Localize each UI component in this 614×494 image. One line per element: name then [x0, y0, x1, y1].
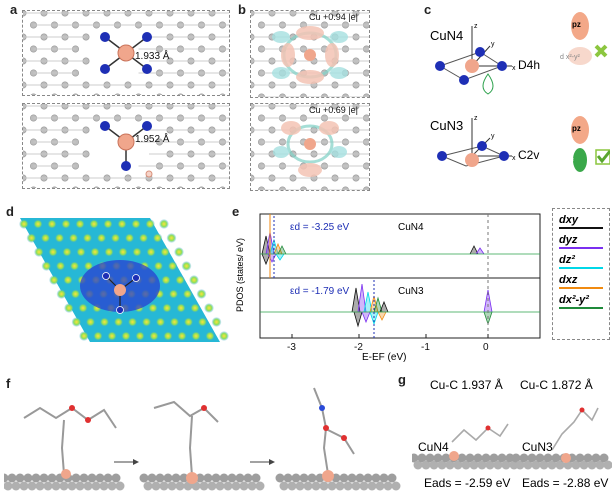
svg-text:y: y [491, 133, 495, 140]
panel-a-top-box: 1.933 Å [19, 9, 248, 101]
panel-b-bottom-charge: Cu +0.69 |e| [309, 105, 358, 115]
panel-g-left-bond: Cu-C 1.937 Å [430, 378, 503, 392]
pdos-legend: dxy dyz dz² dxz dx²-y² [552, 208, 610, 340]
panel-a-bottom-bond: 1.952 Å [135, 134, 170, 145]
panel-c-orbital-bottom: d z² [562, 158, 574, 165]
panel-c-pz-top: pz [572, 20, 581, 29]
panel-c-diagrams: z x y z x y [435, 12, 610, 172]
svg-text:y: y [491, 41, 495, 48]
panel-a-bottom-box: 1.952 Å [19, 102, 248, 194]
pdos-legend-item: dyz [559, 234, 603, 249]
panel-e-letter: e [232, 204, 240, 219]
pdos-legend-item: dxy [559, 214, 603, 229]
panel-a-bottom-lattice [19, 102, 248, 194]
pdos-bottom-center: εd = -1.79 eV [290, 286, 350, 297]
panel-g-left-system: CuN4 [418, 440, 449, 454]
panel-c-letter: c [424, 2, 432, 17]
pdos-top-center: εd = -3.25 eV [290, 222, 350, 233]
pdos-xtick: -3 [287, 342, 296, 353]
svg-text:z: z [474, 23, 478, 30]
panel-c-pz-bottom: pz [572, 124, 581, 133]
panel-c-orbital-top: d x²-y² [560, 54, 580, 61]
pdos-legend-item: dx²-y² [559, 294, 603, 309]
panel-a-letter: a [10, 2, 18, 17]
pdos-xtick: -1 [421, 342, 430, 353]
panel-b-bottom-box: Cu +0.69 |e| [247, 102, 392, 206]
panel-c-top-symmetry: D4h [518, 58, 541, 72]
pdos-legend-item: dz² [559, 254, 603, 269]
panel-g-right-system: CuN3 [522, 440, 553, 454]
panel-c-top-label: CuN4 [430, 28, 464, 43]
panel-c-bottom-symmetry: C2v [518, 148, 540, 162]
svg-text:x: x [512, 155, 516, 162]
panel-c-bottom-label: CuN3 [430, 118, 464, 133]
panel-a-top-bond: 1.933 Å [135, 51, 170, 62]
pdos-xtick: 0 [483, 342, 489, 353]
pdos-ylabel: PDOS (states/ eV) [235, 237, 245, 313]
panel-b-bottom-density [247, 102, 392, 206]
panel-d-letter: d [6, 204, 14, 219]
panel-b-top-charge: Cu +0.94 |e| [309, 12, 358, 22]
panel-d-elf-map [19, 218, 229, 342]
pdos-xlabel: E-EF (eV) [362, 352, 407, 363]
svg-text:z: z [474, 115, 478, 122]
panel-e-pdos-chart: -3 -2 -1 0 [259, 213, 541, 353]
pdos-legend-item: dxz [559, 274, 603, 289]
panel-f-snapshots [4, 387, 401, 491]
svg-text:x: x [512, 65, 516, 72]
panel-b-letter: b [238, 2, 246, 17]
panel-a-top-lattice [19, 9, 248, 101]
pdos-top-system: CuN4 [398, 222, 424, 233]
panel-b-top-density [247, 9, 392, 113]
panel-g-letter: g [398, 372, 406, 387]
pdos-xtick: -2 [354, 342, 363, 353]
pdos-bottom-system: CuN3 [398, 286, 424, 297]
panel-g-left-energy: Eads = -2.59 eV [424, 476, 511, 490]
panel-b-top-box: Cu +0.94 |e| [247, 9, 392, 113]
panel-f-letter: f [6, 376, 11, 391]
panel-g-right-energy: Eads = -2.88 eV [522, 476, 609, 490]
pdos-bottom-frame [259, 277, 541, 339]
panel-g-structures [412, 407, 612, 470]
panel-g-right-bond: Cu-C 1.872 Å [520, 378, 593, 392]
